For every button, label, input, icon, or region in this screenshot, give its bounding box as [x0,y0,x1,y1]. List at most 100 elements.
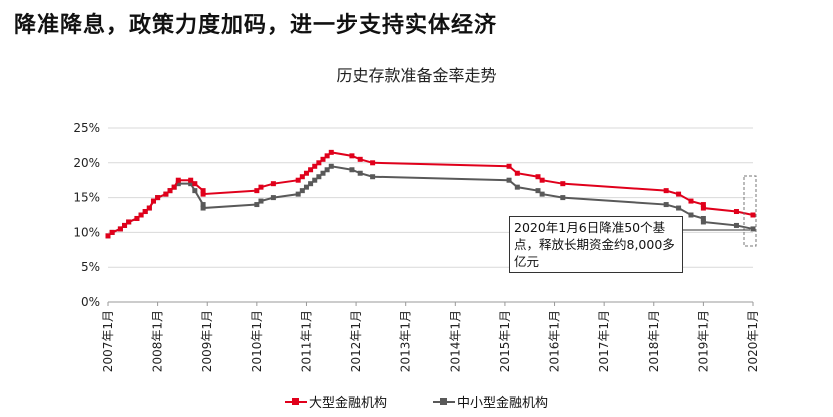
data-point [270,181,276,187]
data-point [560,195,566,201]
data-point [733,222,739,228]
x-tick-label: 2014年1月 [448,310,462,372]
x-tick-label: 2017年1月 [597,310,611,372]
data-point [663,202,669,208]
x-tick-label: 2007年1月 [101,310,115,372]
data-point [688,212,694,218]
data-point [506,163,512,169]
data-point [700,215,706,221]
page-headline: 降准降息，政策力度加码，进一步支持实体经济 [14,13,498,38]
x-tick-label: 2019年1月 [696,310,710,372]
data-point [122,222,128,228]
series-large [105,149,756,239]
data-point [192,188,198,194]
data-point [312,177,318,183]
data-point [514,184,520,190]
x-tick-label: 2018年1月 [647,310,661,372]
data-point [560,181,566,187]
data-point [303,184,309,190]
data-point [357,170,363,176]
data-point [109,229,115,235]
data-point [535,174,541,180]
data-point [254,202,260,208]
legend: 大型金融机构 中小型金融机构 [0,392,833,411]
data-point [733,209,739,215]
x-tick-label: 2020年1月 [746,310,760,372]
data-point [117,226,123,232]
highlight-box [743,175,757,247]
data-point [171,184,177,190]
data-point [370,174,376,180]
y-tick-label: 25% [73,121,100,135]
data-point [676,191,682,197]
legend-swatch-large [284,397,307,405]
data-point [506,177,512,183]
data-point [188,181,194,187]
y-tick-label: 20% [73,156,100,170]
data-point [324,167,330,173]
data-point [308,167,314,173]
x-tick-label: 2009年1月 [200,310,214,372]
data-point [163,191,169,197]
data-point [535,188,541,194]
data-point [328,163,334,169]
data-point [270,195,276,201]
data-point [316,174,322,180]
data-point [258,198,264,204]
data-point [312,163,318,169]
data-point [188,177,194,183]
series-lines [105,149,756,239]
y-tick-label: 0% [81,295,100,309]
data-point [105,233,111,239]
x-tick-label: 2013年1月 [399,310,413,372]
x-tick-label: 2011年1月 [299,310,313,372]
y-tick-label: 15% [73,191,100,205]
data-point [328,149,334,155]
data-point [200,188,206,194]
data-point [700,219,706,225]
data-point [539,191,545,197]
data-point [663,188,669,194]
data-point [200,205,206,211]
data-point [303,170,309,176]
data-point [138,212,144,218]
chart-title: 历史存款准备金率走势 [336,66,497,85]
data-point [750,212,756,218]
data-point [539,177,545,183]
data-point [134,215,140,221]
legend-item-small: 中小型金融机构 [433,392,548,411]
data-point [688,198,694,204]
data-point [676,205,682,211]
data-point [750,226,756,232]
data-point [299,174,305,180]
data-point [295,191,301,197]
data-point [146,205,152,211]
x-tick-label: 2015年1月 [498,310,512,372]
data-point [700,205,706,211]
data-point [370,160,376,166]
data-point [192,181,198,187]
y-axis-ticks: 0% 5% 10% 15% 20% 25% [73,121,100,309]
legend-item-large: 大型金融机构 [284,392,387,411]
data-point [349,167,355,173]
grid-lines [108,127,753,303]
data-point [126,219,132,225]
data-point [320,156,326,162]
data-point [357,156,363,162]
data-point [142,209,148,215]
x-tick-label: 2012年1月 [349,310,363,372]
data-point [200,202,206,208]
legend-swatch-small [433,397,455,405]
x-tick-label: 2016年1月 [548,310,562,372]
x-axis-ticks: 2007年1月 2008年1月 2009年1月 2010年1月 2011年1月 2012年… [101,302,760,372]
data-point [320,170,326,176]
data-point [200,191,206,197]
legend-label-small: 中小型金融机构 [457,396,549,411]
x-tick-label: 2008年1月 [151,310,165,372]
data-point [308,181,314,187]
data-point [514,170,520,176]
legend-label-large: 大型金融机构 [308,396,387,411]
data-point [254,188,260,194]
x-tick-label: 2010年1月 [250,310,264,372]
